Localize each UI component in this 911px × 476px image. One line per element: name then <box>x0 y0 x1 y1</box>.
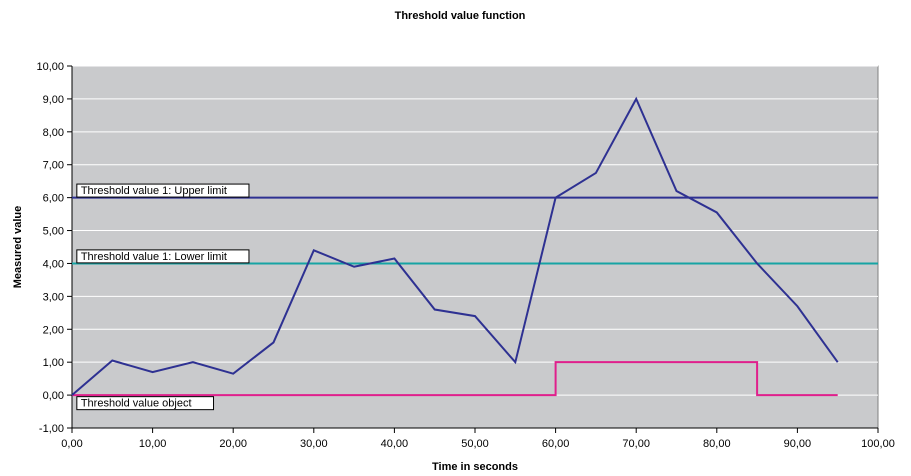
series-labels: Threshold value 1: Upper limit Threshold … <box>76 183 250 411</box>
y-tick-label: 3,00 <box>43 291 64 303</box>
series-label-object: Threshold value object <box>76 396 215 411</box>
y-axis-label: Measured value <box>12 206 24 289</box>
y-tick-label: 1,00 <box>43 357 64 369</box>
y-tick-label: -1,00 <box>39 423 64 435</box>
series-label-text: Threshold value object <box>81 398 192 410</box>
x-tick-label: 40,00 <box>381 438 409 450</box>
x-tick-label: 50,00 <box>461 438 489 450</box>
series-line-object <box>72 361 838 397</box>
series-label-box <box>76 249 250 264</box>
x-tick-label: 10,00 <box>139 438 167 450</box>
x-tick-label: 0,00 <box>61 438 82 450</box>
series-label-text: Threshold value 1: Lower limit <box>81 251 227 263</box>
y-tick-label: 0,00 <box>43 390 64 402</box>
axes: -1,00 0,00 1,00 2,00 3,00 4,00 5,00 6,00 7,00 8,0… <box>36 61 894 450</box>
series-line-measured <box>71 96 839 396</box>
y-tick-label: 2,00 <box>43 324 64 336</box>
x-tick-label: 20,00 <box>219 438 247 450</box>
y-tick-label: 7,00 <box>43 160 64 172</box>
series-group <box>71 96 878 397</box>
y-tick-label: 8,00 <box>43 127 64 139</box>
y-tick-label: 6,00 <box>43 193 64 205</box>
chart-title: Threshold value function <box>395 10 526 22</box>
x-axis-label: Time in seconds <box>432 461 518 473</box>
series-label-lower: Threshold value 1: Lower limit <box>76 249 250 264</box>
x-tick-label: 80,00 <box>703 438 731 450</box>
x-tick-label: 100,00 <box>861 438 895 450</box>
series-label-upper: Threshold value 1: Upper limit <box>76 183 250 198</box>
x-tick-label: 70,00 <box>622 438 650 450</box>
x-tick-label: 60,00 <box>542 438 570 450</box>
series-label-box <box>76 396 215 411</box>
y-tick-label: 10,00 <box>36 61 64 73</box>
series-label-box <box>76 183 250 198</box>
x-tick-label: 30,00 <box>300 438 328 450</box>
y-tick-label: 4,00 <box>43 258 64 270</box>
y-tick-label: 9,00 <box>43 94 64 106</box>
y-tick-label: 5,00 <box>43 226 64 238</box>
series-label-text: Threshold value 1: Upper limit <box>81 185 227 197</box>
x-tick-label: 90,00 <box>784 438 812 450</box>
